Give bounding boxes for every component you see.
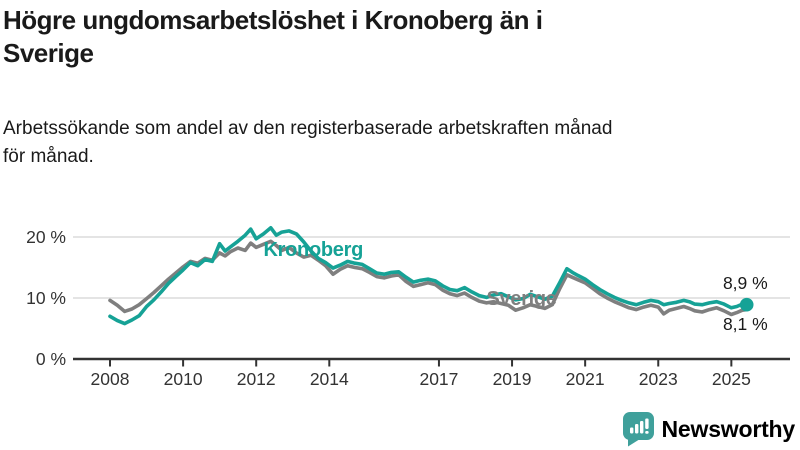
page-title: Högre ungdomsarbetslöshet i Kronoberg än… xyxy=(3,5,543,68)
kronoberg-label: Kronoberg xyxy=(264,239,364,261)
x-tick-label-2019: 2019 xyxy=(493,369,532,389)
end-value-label-1: 8,1 % xyxy=(723,314,768,334)
x-tick-label-2014: 2014 xyxy=(310,369,349,389)
page-subtitle: Arbetssökande som andel av den registerb… xyxy=(3,118,613,167)
exclamation-glyph xyxy=(644,418,649,434)
x-tick-label-2017: 2017 xyxy=(419,369,458,389)
y-tick-label-20: 20 % xyxy=(26,227,66,247)
x-tick-label-2010: 2010 xyxy=(164,369,203,389)
x-tick-label-2023: 2023 xyxy=(639,369,678,389)
x-tick-label-2025: 2025 xyxy=(712,369,751,389)
newsworthy-bubble-chart-icon xyxy=(622,412,654,447)
bar-chart-glyph xyxy=(629,421,643,434)
end-value-label-0: 8,9 % xyxy=(723,273,768,293)
sverige-line xyxy=(108,239,749,317)
sverige-label: Sverige xyxy=(486,288,556,310)
newsworthy-wordmark: Newsworthy xyxy=(661,415,796,442)
y-tick-label-10: 10 % xyxy=(26,288,66,308)
newsworthy-logo: Newsworthy xyxy=(622,411,795,447)
x-tick-label-2012: 2012 xyxy=(237,369,276,389)
x-tick-label-2021: 2021 xyxy=(566,369,605,389)
kronoberg-end-dot xyxy=(739,297,754,312)
x-tick-label-2008: 2008 xyxy=(91,369,130,389)
y-tick-label-0: 0 % xyxy=(36,349,66,369)
kronoberg-line xyxy=(108,226,749,326)
